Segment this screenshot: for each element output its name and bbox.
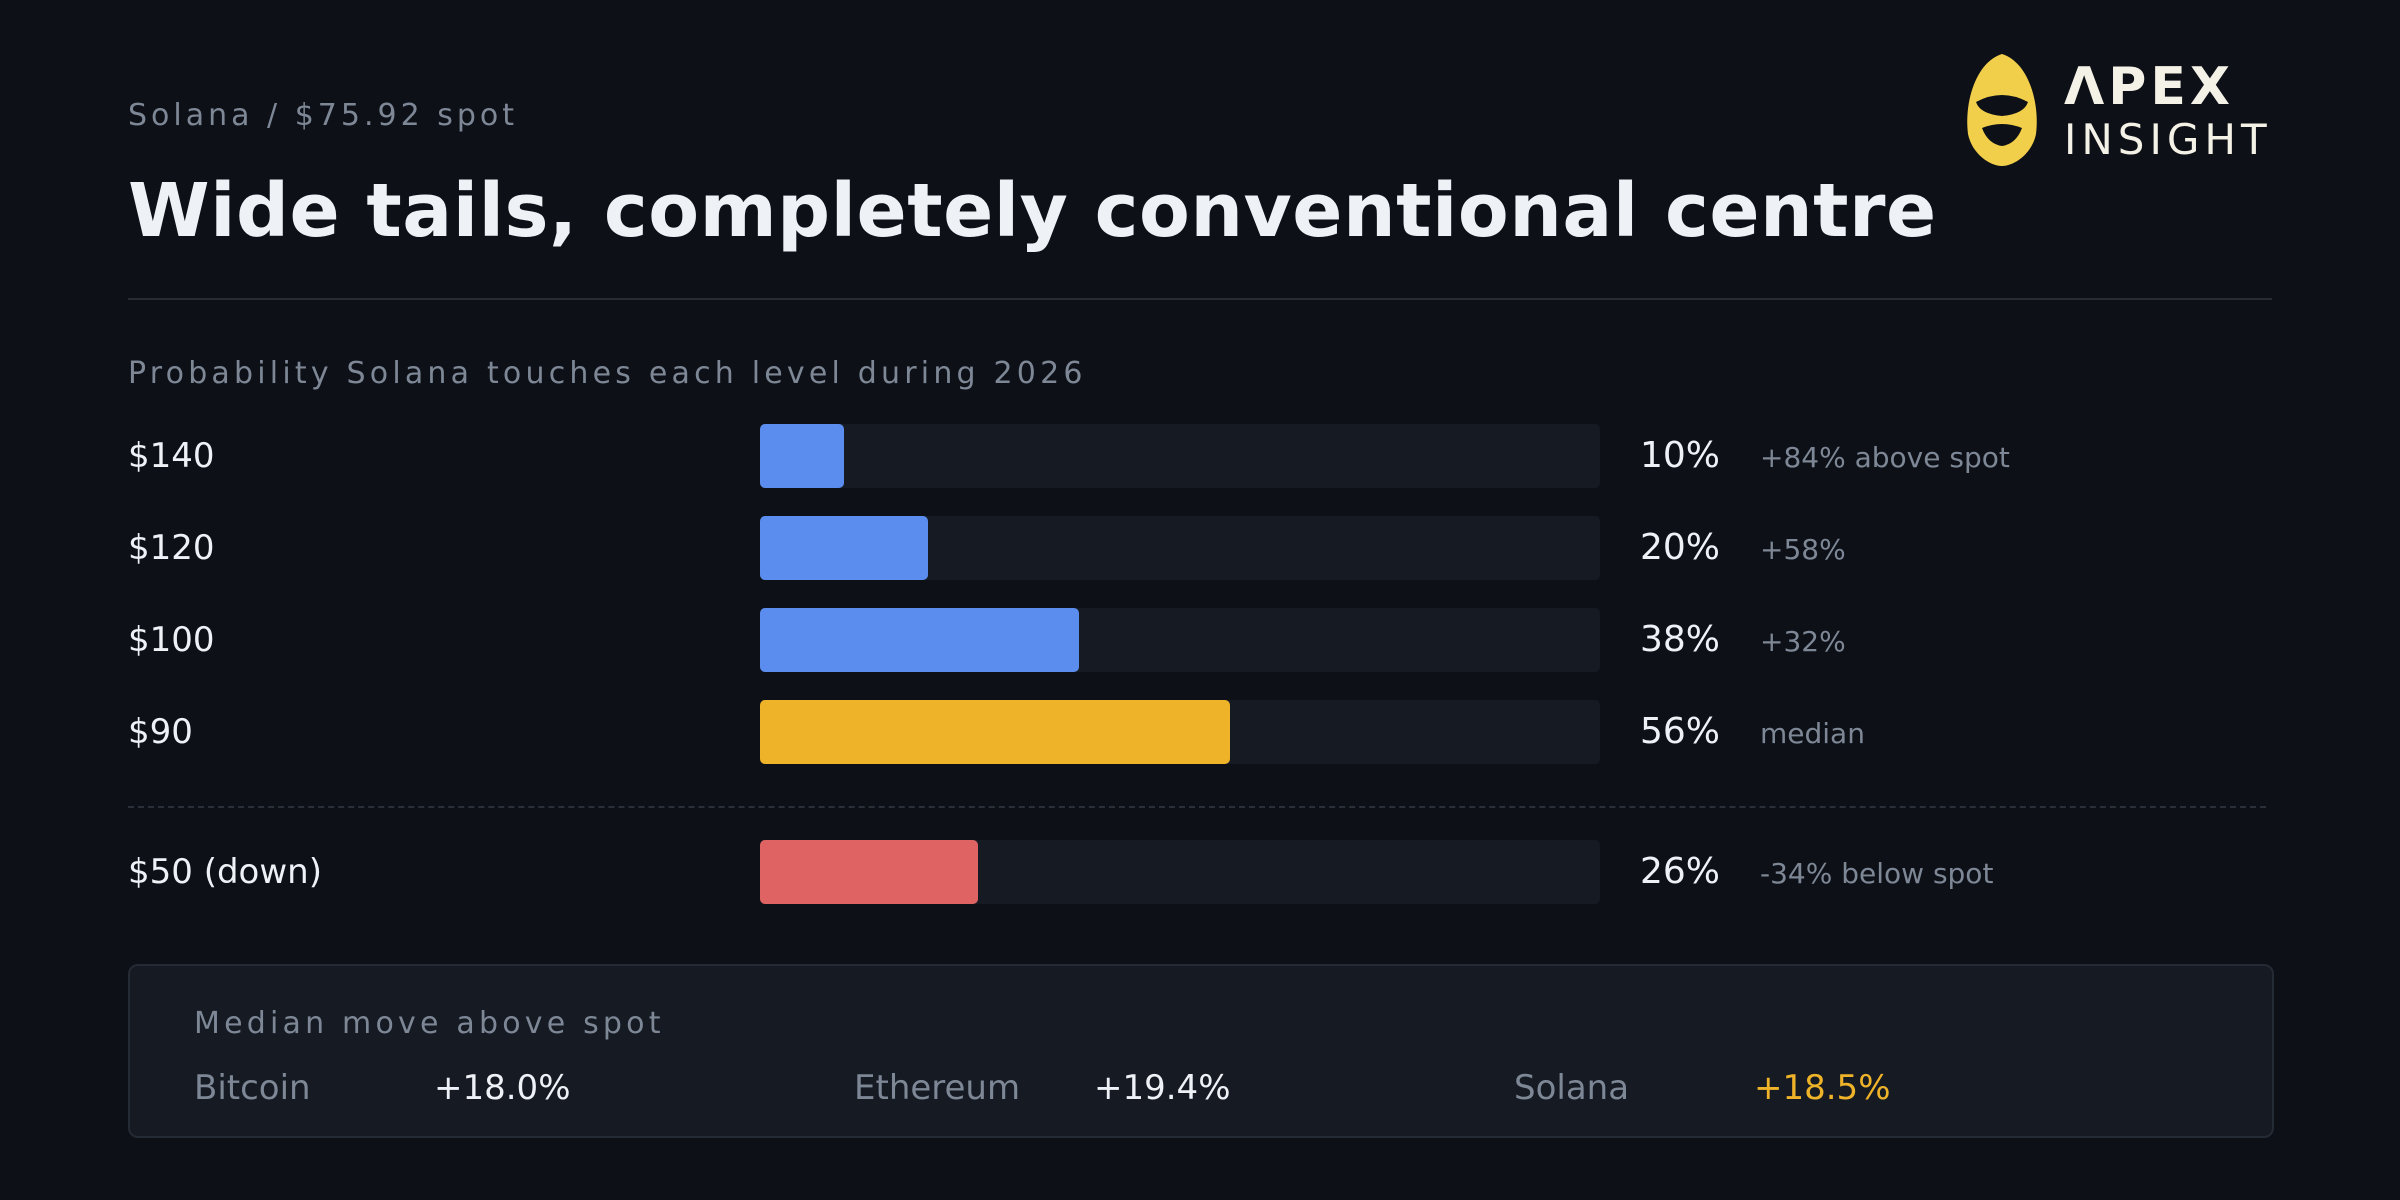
bar-annotation: -34% below spot bbox=[1760, 857, 1994, 890]
bar-track bbox=[760, 840, 1600, 904]
bar-track bbox=[760, 424, 1600, 488]
bar-fill bbox=[760, 424, 844, 488]
page-eyebrow: Solana / $75.92 spot bbox=[128, 98, 518, 133]
bar-row-50-down: $50 (down) 26% -34% below spot bbox=[0, 840, 2400, 904]
summary-title: Median move above spot bbox=[194, 1006, 665, 1041]
logo-wordmark: ΛPEX bbox=[2064, 57, 2234, 117]
summary-panel: Median move above spot Bitcoin +18.0% Et… bbox=[128, 964, 2274, 1138]
bar-track bbox=[760, 608, 1600, 672]
bar-row-90: $90 56% median bbox=[0, 700, 2400, 764]
downside-divider bbox=[128, 806, 2266, 808]
bar-label: $140 bbox=[128, 436, 215, 476]
bar-annotation: median bbox=[1760, 717, 1865, 750]
summary-value-solana: +18.5% bbox=[1754, 1068, 1891, 1108]
bar-track bbox=[760, 700, 1600, 764]
bar-row-120: $120 20% +58% bbox=[0, 516, 2400, 580]
bar-fill bbox=[760, 840, 978, 904]
page-title: Wide tails, completely conventional cent… bbox=[128, 168, 1937, 254]
chart-title: Probability Solana touches each level du… bbox=[128, 356, 1087, 391]
bar-value-label: 10% bbox=[1640, 435, 1721, 476]
logo-subtitle: INSIGHT bbox=[2064, 115, 2272, 164]
summary-name-ethereum: Ethereum bbox=[854, 1068, 1021, 1108]
bar-label: $100 bbox=[128, 620, 215, 660]
bar-annotation: +32% bbox=[1760, 625, 1846, 658]
bar-track bbox=[760, 516, 1600, 580]
summary-name-solana: Solana bbox=[1514, 1068, 1630, 1108]
helmet-icon bbox=[1967, 54, 2037, 166]
bar-value-label: 26% bbox=[1640, 851, 1721, 892]
summary-value-ethereum: +19.4% bbox=[1094, 1068, 1231, 1108]
bar-row-100: $100 38% +32% bbox=[0, 608, 2400, 672]
summary-value-bitcoin: +18.0% bbox=[434, 1068, 571, 1108]
bar-value-label: 56% bbox=[1640, 711, 1721, 752]
bar-label: $90 bbox=[128, 712, 193, 752]
summary-name-bitcoin: Bitcoin bbox=[194, 1068, 311, 1108]
header-divider bbox=[128, 298, 2272, 300]
bar-label: $120 bbox=[128, 528, 215, 568]
bar-value-label: 20% bbox=[1640, 527, 1721, 568]
bar-value-label: 38% bbox=[1640, 619, 1721, 660]
bar-annotation: +84% above spot bbox=[1760, 441, 2010, 474]
bar-fill bbox=[760, 700, 1230, 764]
bar-fill bbox=[760, 516, 928, 580]
bar-row-140: $140 10% +84% above spot bbox=[0, 424, 2400, 488]
bar-fill bbox=[760, 608, 1079, 672]
apex-insight-logo: ΛPEX INSIGHT bbox=[1967, 54, 2272, 166]
bar-label: $50 (down) bbox=[128, 852, 322, 892]
bar-annotation: +58% bbox=[1760, 533, 1846, 566]
